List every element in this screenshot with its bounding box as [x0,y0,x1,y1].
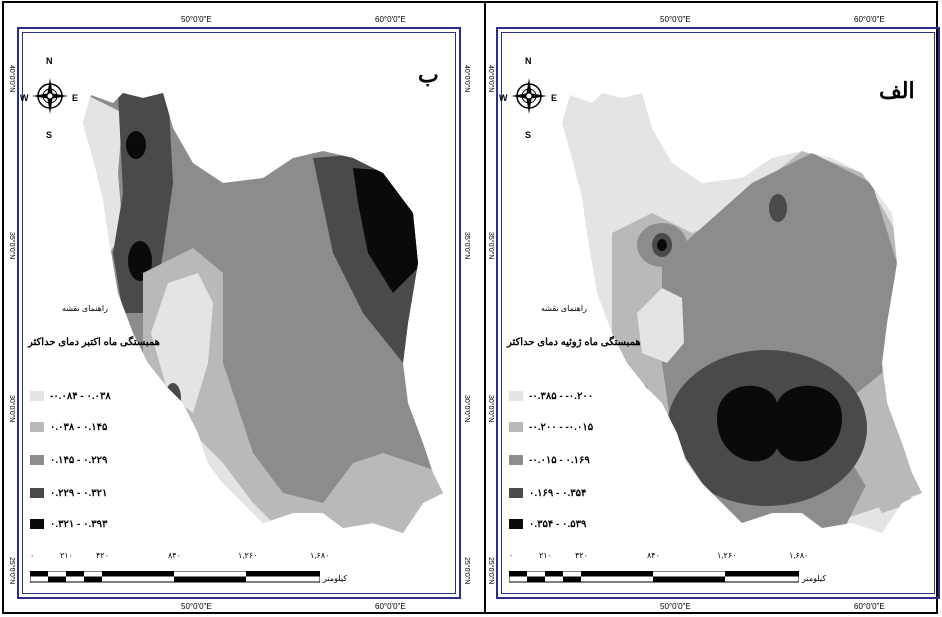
lon-label-50-top: 50°0'0"E [660,15,691,24]
legend-swatch [509,422,523,432]
lat-label-35-left: 35°0'0"N [8,232,15,260]
legend-range: -۰.۲۰۰ - -۰.۰۱۵ [529,421,594,433]
compass-n: N [46,56,53,66]
lat-label-25-left: 25°0'0"N [8,557,15,585]
lat-label-30-left: 30°0'0"N [8,395,15,423]
lat-label-35-left: 35°0'0"N [487,232,494,260]
legend-range: ۰.۱۶۹ - ۰.۳۵۴ [529,487,587,499]
iran-map-alef [562,93,922,533]
scale-number: ۲۱۰ [60,551,73,560]
map-panel-b: 50°0'0"E 60°0'0"E 50°0'0"E 60°0'0"E 40°0… [8,15,470,611]
iran-map-b [83,93,443,533]
legend-item: -۰.۲۰۰ - -۰.۰۱۵ [509,419,593,435]
compass-e: E [551,93,558,103]
legend-swatch [509,519,523,529]
lat-label-40-right: 40°0'0"N [463,65,470,93]
legend-range: ۰.۳۲۱ - ۰.۳۹۳ [50,518,108,530]
map-canvas [22,32,456,594]
lat-label-40-left: 40°0'0"N [8,65,15,93]
lon-label-60-bottom: 60°0'0"E [375,602,406,611]
lon-label-60-bottom: 60°0'0"E [854,602,885,611]
scale-number: ۸۴۰ [168,551,181,560]
legend-range: -۰.۳۸۵ - -۰.۲۰۰ [529,390,594,402]
legend-swatch [509,488,523,498]
legend-range: ۰.۰۳۸ - ۰.۱۴۵ [50,421,108,433]
legend-swatch [30,422,44,432]
legend-range: ۰.۲۲۹ - ۰.۳۲۱ [50,487,108,499]
legend-item: -۰.۰۸۴ - ۰.۰۳۸ [30,388,111,404]
lat-label-25-left: 25°0'0"N [487,557,494,585]
compass-s: S [525,130,532,140]
scale-number: ۱,۶۸۰ [789,551,809,560]
scale-unit: کیلومتر [323,574,348,583]
legend-item: ۰.۲۲۹ - ۰.۳۲۱ [30,485,107,501]
legend-item: ۰.۰۳۸ - ۰.۱۴۵ [30,419,107,435]
scale-number: ۰ [30,551,35,560]
lon-label-60-top: 60°0'0"E [854,15,885,24]
scale-number: ۲۱۰ [539,551,552,560]
legend-item: ۰.۱۶۹ - ۰.۳۵۴ [509,485,586,501]
scale-number: ۱,۲۶۰ [238,551,258,560]
legend-range: -۰.۰۸۴ - ۰.۰۳۸ [50,390,111,402]
legend-item: ۰.۳۲۱ - ۰.۳۹۳ [30,516,107,532]
scale-number: ۴۲۰ [575,551,588,560]
legend-item: ۰.۱۴۵ - ۰.۲۲۹ [30,452,107,468]
compass-n: N [525,56,532,66]
map-panel-alef: 50°0'0"E 60°0'0"E 50°0'0"E 60°0'0"E 40°0… [479,0,942,617]
lon-label-50-top: 50°0'0"E [181,15,212,24]
legend-swatch [30,455,44,465]
lon-label-50-bottom: 50°0'0"E [660,602,691,611]
lat-label-35-right: 35°0'0"N [463,232,470,260]
legend-small-title: راهنمای نقشه [541,304,587,313]
panel-label: ب [418,62,439,88]
legend-swatch [30,519,44,529]
legend-swatch [509,455,523,465]
legend-range: ۰.۳۵۴ - ۰.۵۳۹ [529,518,587,530]
lon-label-50-bottom: 50°0'0"E [181,602,212,611]
scale-bar [30,571,320,583]
lat-label-30-left: 30°0'0"N [487,395,494,423]
legend-range: ۰.۱۴۵ - ۰.۲۲۹ [50,454,108,466]
legend-item: -۰.۰۱۵ - ۰.۱۶۹ [509,452,590,468]
legend-range: -۰.۰۱۵ - ۰.۱۶۹ [529,454,590,466]
scale-bar [509,571,799,583]
scale-number: ۱,۶۸۰ [310,551,330,560]
compass-e: E [72,93,79,103]
legend-title: همبستگی ماه اکتبر دمای حداکثر [28,337,160,348]
legend-item: ۰.۳۵۴ - ۰.۵۳۹ [509,516,586,532]
north-arrow-icon [509,76,549,116]
scale-number: ۱,۲۶۰ [717,551,737,560]
north-arrow-icon [30,76,70,116]
legend-swatch [509,391,523,401]
map-frame [496,27,940,599]
legend-title: همبستگی ماه ژوئیه دمای حداکثر [507,337,641,348]
panel-divider [484,1,486,614]
compass-w: W [499,93,508,103]
legend-swatch [30,391,44,401]
compass-s: S [46,130,53,140]
lon-label-60-top: 60°0'0"E [375,15,406,24]
legend-item: -۰.۳۸۵ - -۰.۲۰۰ [509,388,593,404]
compass-w: W [20,93,29,103]
scale-number: ۸۴۰ [647,551,660,560]
legend-swatch [30,488,44,498]
lat-label-30-right: 30°0'0"N [463,395,470,423]
panel-label: الف [879,78,915,104]
map-frame [17,27,461,599]
lat-label-40-left: 40°0'0"N [487,65,494,93]
scale-unit: کیلومتر [802,574,827,583]
lat-label-25-right: 25°0'0"N [463,557,470,585]
legend-small-title: راهنمای نقشه [62,304,108,313]
map-canvas [501,32,935,594]
scale-number: ۴۲۰ [96,551,109,560]
scale-number: ۰ [509,551,514,560]
